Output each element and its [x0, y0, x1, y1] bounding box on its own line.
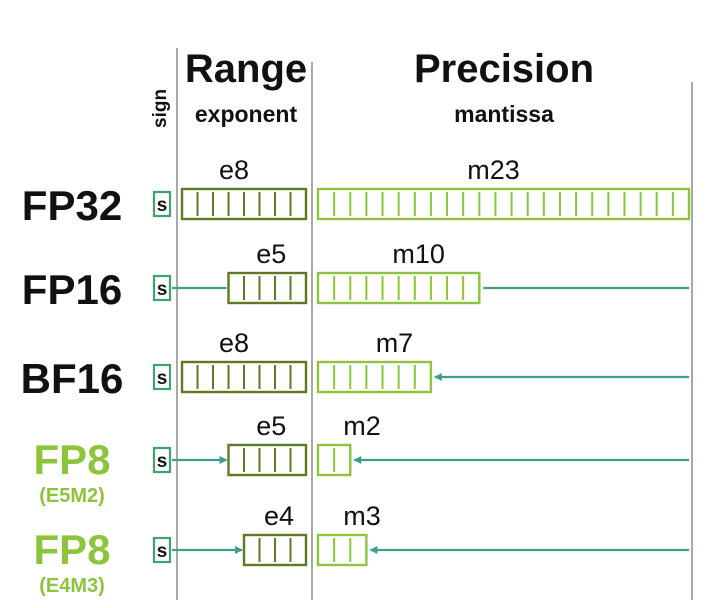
mantissa-bits-label: m23 [467, 155, 520, 185]
format-name: FP8 [33, 526, 110, 573]
mantissa-bits-label: m2 [343, 411, 381, 441]
format-name: FP8 [33, 436, 110, 483]
exponent-bits-label: e5 [256, 239, 286, 269]
sign-bit-box [152, 446, 172, 474]
sign-bit-glyph: s [157, 279, 168, 300]
exponent-bits-label: e8 [219, 328, 249, 358]
range-subtitle: exponent [195, 101, 298, 127]
mantissa-bits-label: m3 [343, 501, 381, 531]
format-subname: (E4M3) [39, 575, 105, 597]
format-row: FP8(E5M2) s e5 m2 [33, 411, 689, 507]
mantissa-field-outline [316, 187, 691, 221]
exponent-field [227, 271, 308, 305]
format-name: FP32 [22, 182, 122, 229]
format-row: FP32 s e8 m23 [22, 155, 691, 229]
sign-bit-box [152, 190, 172, 218]
mantissa-bits-label: m10 [392, 239, 445, 269]
exponent-field [180, 360, 308, 394]
mantissa-field [316, 187, 691, 221]
exponent-bits-label: e4 [264, 501, 294, 531]
mantissa-field [316, 533, 368, 567]
range-title: Range [185, 47, 307, 91]
exponent-field [242, 533, 308, 567]
format-name: FP16 [22, 266, 122, 313]
mantissa-field [316, 443, 352, 477]
format-row: FP16 s e5 m10 [22, 239, 689, 313]
format-subname: (E5M2) [39, 485, 105, 507]
sign-bit-box [152, 274, 172, 302]
format-row: FP8(E4M3) s e4 m3 [33, 501, 689, 597]
mantissa-bits-label: m7 [376, 328, 414, 358]
format-row: BF16 s e8 m7 [21, 328, 689, 402]
exponent-field-outline [227, 443, 308, 477]
sign-bit-box [152, 363, 172, 391]
sign-bit-box [152, 536, 172, 564]
sign-column-label: sign [150, 89, 171, 128]
exponent-bits-label: e8 [219, 155, 249, 185]
sign-bit-glyph: s [157, 541, 168, 562]
sign-bit-glyph: s [157, 451, 168, 472]
mantissa-field-outline [316, 360, 433, 394]
sign-bit-glyph: s [157, 195, 168, 216]
precision-subtitle: mantissa [454, 101, 554, 127]
precision-title: Precision [414, 47, 594, 91]
sign-bit-glyph: s [157, 368, 168, 389]
mantissa-field [316, 360, 433, 394]
exponent-bits-label: e5 [256, 411, 286, 441]
mantissa-field-outline [316, 533, 368, 567]
mantissa-field [316, 271, 481, 305]
format-name: BF16 [21, 355, 124, 402]
exponent-field [227, 443, 308, 477]
exponent-field [180, 187, 308, 221]
exponent-field-outline [227, 271, 308, 305]
